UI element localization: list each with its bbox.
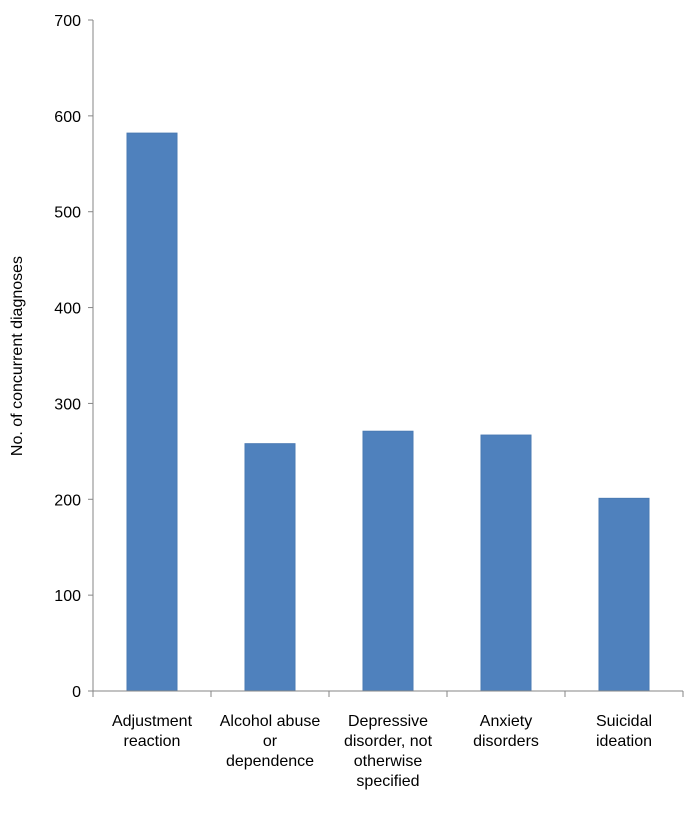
x-labels: Adjustment reaction Alcohol abuse or depende…	[112, 713, 652, 790]
bar-4	[480, 434, 532, 692]
x-category-label: Anxiety disorders	[473, 713, 539, 750]
x-category-label-line: dependence	[226, 753, 314, 770]
y-tick-label: 700	[54, 13, 81, 30]
x-category-label-line: Depressive	[348, 713, 428, 730]
bar-1	[126, 132, 178, 692]
x-category-label: Adjustment reaction	[112, 713, 193, 750]
y-tick-label: 200	[54, 492, 81, 509]
y-axis-title: No. of concurrent diagnoses	[9, 256, 26, 456]
x-category-label: Alcohol abuse or dependence	[220, 713, 321, 770]
bar-2	[244, 443, 296, 692]
y-ticks: 0 100 200 300 400 500 600 700	[54, 13, 93, 701]
bars	[126, 132, 650, 692]
x-category-label-line: or	[263, 733, 278, 750]
y-tick-label: 600	[54, 109, 81, 126]
x-category-label-line: specified	[356, 773, 419, 790]
y-axis-title-group: No. of concurrent diagnoses	[9, 256, 26, 456]
x-category-label-line: otherwise	[354, 753, 423, 770]
y-tick-label: 400	[54, 301, 81, 318]
x-category-label-line: disorder, not	[344, 733, 433, 750]
x-category-label-line: Adjustment	[112, 713, 193, 730]
bar-5	[598, 497, 650, 692]
x-category-label-line: disorders	[473, 733, 539, 750]
x-category-label-line: Alcohol abuse	[220, 713, 321, 730]
x-category-label-line: ideation	[596, 733, 652, 750]
y-tick-label: 100	[54, 588, 81, 605]
bar-3	[362, 430, 414, 692]
x-category-label-line: reaction	[124, 733, 181, 750]
axes	[92, 20, 684, 697]
y-tick-label: 300	[54, 396, 81, 413]
x-category-label-line: Anxiety	[480, 713, 532, 730]
x-category-label: Suicidal ideation	[596, 713, 652, 750]
y-tick-label: 500	[54, 205, 81, 222]
y-tick-label: 0	[72, 684, 81, 701]
x-category-label-line: Suicidal	[596, 713, 652, 730]
x-category-label: Depressive disorder, not otherwise specifie…	[344, 713, 433, 790]
